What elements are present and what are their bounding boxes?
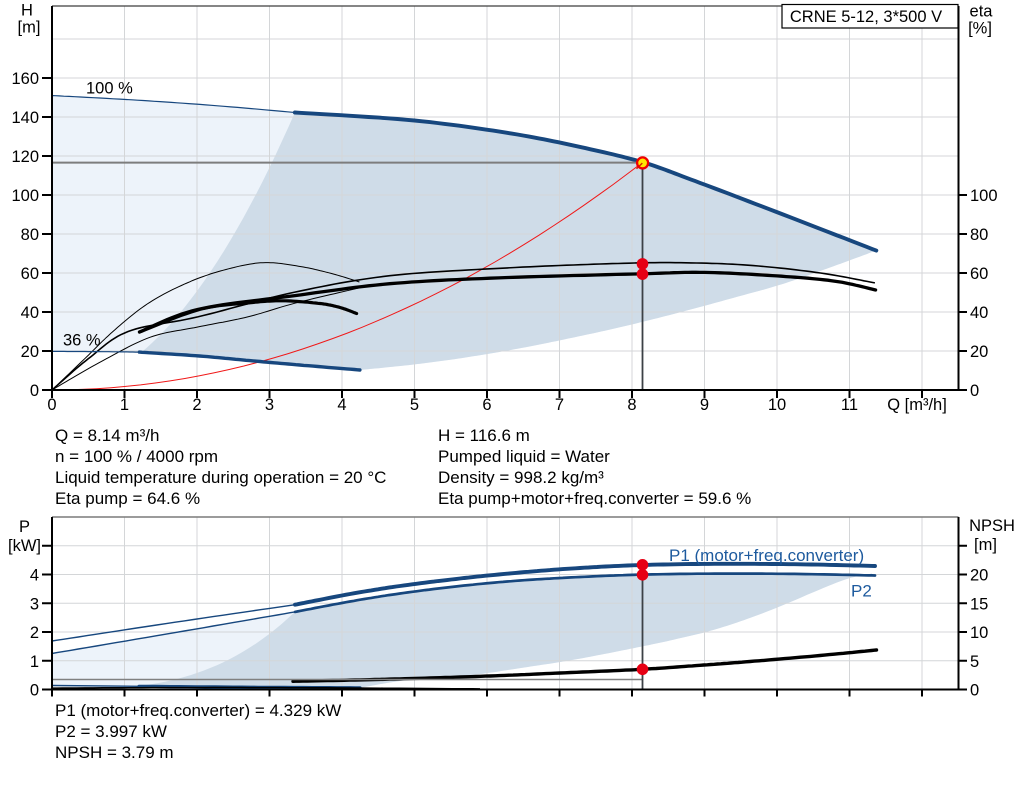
svg-text:Eta pump+motor+freq.converter: Eta pump+motor+freq.converter = 59.6 % xyxy=(438,489,751,508)
svg-text:0: 0 xyxy=(30,382,39,400)
svg-text:Q = 8.14 m³/h: Q = 8.14 m³/h xyxy=(55,426,159,445)
svg-text:40: 40 xyxy=(970,304,988,322)
svg-text:6: 6 xyxy=(482,396,491,414)
svg-text:P1 (motor+freq.converter) = 4.: P1 (motor+freq.converter) = 4.329 kW xyxy=(55,701,341,720)
svg-text:2: 2 xyxy=(30,624,39,642)
svg-text:P2 = 3.997 kW: P2 = 3.997 kW xyxy=(55,722,167,741)
svg-text:[%]: [%] xyxy=(968,20,992,38)
svg-text:0: 0 xyxy=(970,682,979,700)
svg-text:100: 100 xyxy=(11,187,39,205)
svg-text:CRNE 5-12, 3*500 V: CRNE 5-12, 3*500 V xyxy=(790,8,942,26)
svg-text:Eta pump = 64.6 %: Eta pump = 64.6 % xyxy=(55,489,200,508)
svg-text:80: 80 xyxy=(21,226,39,244)
svg-text:7: 7 xyxy=(555,396,564,414)
svg-text:Density = 998.2 kg/m³: Density = 998.2 kg/m³ xyxy=(438,468,604,487)
svg-text:20: 20 xyxy=(970,343,988,361)
svg-text:H: H xyxy=(21,2,33,20)
svg-text:160: 160 xyxy=(11,70,39,88)
svg-text:100 %: 100 % xyxy=(86,80,133,98)
svg-text:[kW]: [kW] xyxy=(8,537,41,555)
svg-text:100: 100 xyxy=(970,187,998,205)
svg-text:n = 100 % / 4000 rpm: n = 100 % / 4000 rpm xyxy=(55,447,218,466)
svg-text:0: 0 xyxy=(970,382,979,400)
svg-text:4: 4 xyxy=(337,396,346,414)
svg-text:0: 0 xyxy=(47,396,56,414)
svg-text:Q [m³/h]: Q [m³/h] xyxy=(887,396,947,414)
svg-text:[m]: [m] xyxy=(974,536,997,554)
svg-text:15: 15 xyxy=(970,595,988,613)
svg-text:2: 2 xyxy=(192,396,201,414)
svg-text:Pumped liquid = Water: Pumped liquid = Water xyxy=(438,447,610,466)
svg-text:Liquid temperature during oper: Liquid temperature during operation = 20… xyxy=(55,468,386,487)
svg-text:0: 0 xyxy=(30,682,39,700)
svg-text:9: 9 xyxy=(700,396,709,414)
svg-text:eta: eta xyxy=(970,3,994,21)
svg-text:NPSH: NPSH xyxy=(969,517,1015,535)
svg-text:60: 60 xyxy=(21,265,39,283)
svg-text:140: 140 xyxy=(11,109,39,127)
svg-text:P2: P2 xyxy=(851,582,872,601)
svg-text:36 %: 36 % xyxy=(63,332,101,350)
svg-text:60: 60 xyxy=(970,265,988,283)
svg-text:8: 8 xyxy=(627,396,636,414)
svg-text:80: 80 xyxy=(970,226,988,244)
svg-text:5: 5 xyxy=(410,396,419,414)
svg-text:10: 10 xyxy=(970,624,988,642)
svg-text:20: 20 xyxy=(21,343,39,361)
svg-text:20: 20 xyxy=(970,567,988,585)
svg-text:5: 5 xyxy=(970,653,979,671)
svg-text:11: 11 xyxy=(841,396,858,414)
svg-text:NPSH = 3.79 m: NPSH = 3.79 m xyxy=(55,743,174,762)
svg-text:P: P xyxy=(19,518,30,536)
svg-text:1: 1 xyxy=(30,653,39,671)
svg-text:1: 1 xyxy=(120,396,129,414)
svg-text:10: 10 xyxy=(768,396,786,414)
svg-text:3: 3 xyxy=(30,595,39,613)
svg-text:4: 4 xyxy=(30,567,39,585)
svg-text:3: 3 xyxy=(265,396,274,414)
svg-text:40: 40 xyxy=(21,304,39,322)
svg-text:120: 120 xyxy=(11,148,39,166)
svg-text:H = 116.6 m: H = 116.6 m xyxy=(438,426,530,445)
svg-text:P1 (motor+freq.converter): P1 (motor+freq.converter) xyxy=(669,546,864,565)
svg-text:[m]: [m] xyxy=(18,19,41,37)
